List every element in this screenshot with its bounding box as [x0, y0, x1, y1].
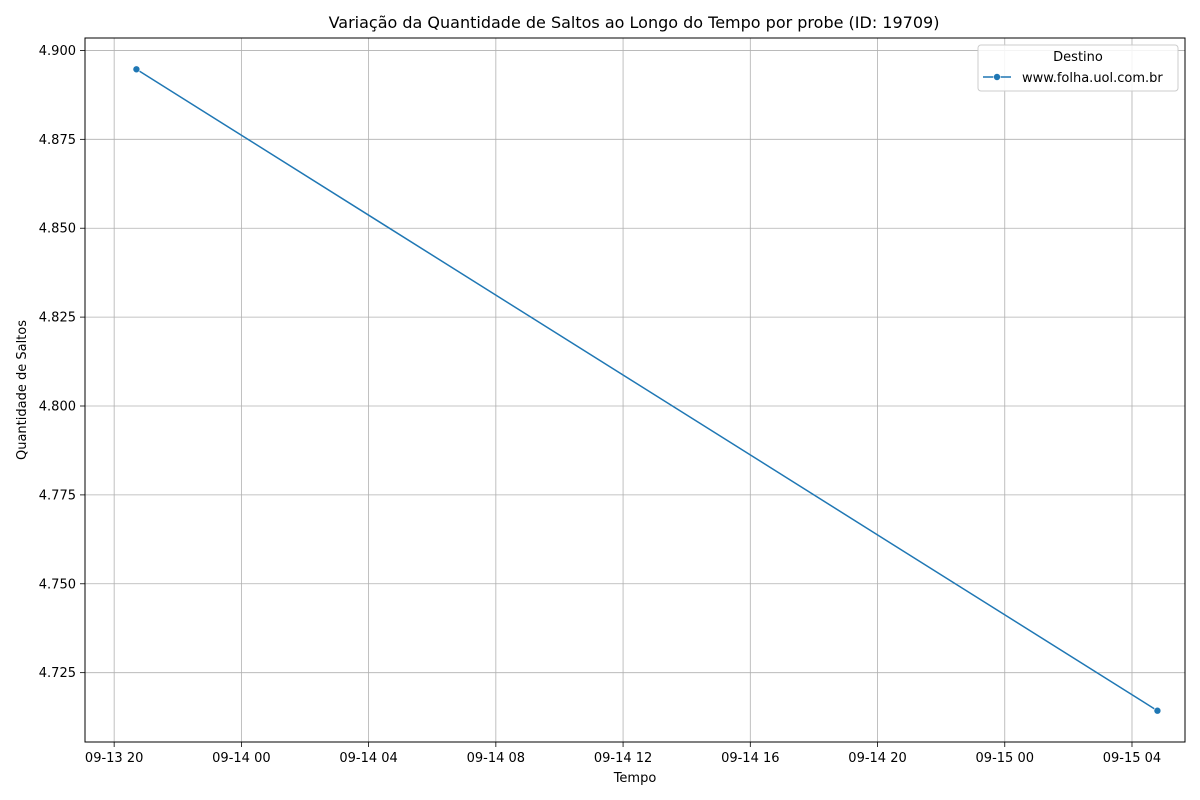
x-tick-label: 09-14 00	[212, 751, 270, 766]
x-tick-label: 09-14 12	[594, 751, 652, 766]
legend-series-label: www.folha.uol.com.br	[1022, 71, 1163, 86]
y-tick-label: 4.875	[39, 133, 76, 148]
y-tick-label: 4.750	[39, 577, 76, 592]
x-tick-label: 09-15 04	[1103, 751, 1161, 766]
plot-frame	[84, 37, 1186, 743]
legend-series-marker	[993, 73, 1001, 81]
x-tick-label: 09-15 00	[976, 751, 1034, 766]
grid-lines	[85, 38, 1185, 742]
y-tick-label: 4.725	[39, 666, 76, 681]
series-layer	[132, 65, 1162, 715]
legend: Destino www.folha.uol.com.br	[977, 44, 1179, 92]
x-tick-label: 09-14 04	[339, 751, 397, 766]
chart-title: Variação da Quantidade de Saltos ao Long…	[329, 13, 940, 32]
y-tick-label: 4.800	[39, 400, 76, 415]
x-axis-label: Tempo	[613, 771, 657, 786]
y-axis-label: Quantidade de Saltos	[15, 320, 30, 460]
data-point	[132, 65, 141, 74]
y-tick-label: 4.825	[39, 311, 76, 326]
x-tick-label: 09-14 16	[721, 751, 779, 766]
legend-box	[977, 44, 1179, 92]
x-tick-label: 09-14 08	[467, 751, 525, 766]
y-tick-label: 4.850	[39, 222, 76, 237]
x-axis-ticks: 09-13 20 09-14 00 09-14 04 09-14 08 09-14 12…	[85, 742, 1161, 766]
data-point	[1153, 706, 1162, 715]
y-tick-label: 4.775	[39, 488, 76, 503]
legend-title: Destino	[1053, 50, 1103, 65]
x-tick-label: 09-13 20	[85, 751, 143, 766]
series-line	[136, 68, 1158, 712]
y-tick-label: 4.900	[39, 44, 76, 59]
y-axis-ticks: 4.725 4.750 4.775 4.800 4.825 4.850 4.875 4.900	[39, 44, 85, 681]
x-tick-label: 09-14 20	[848, 751, 906, 766]
